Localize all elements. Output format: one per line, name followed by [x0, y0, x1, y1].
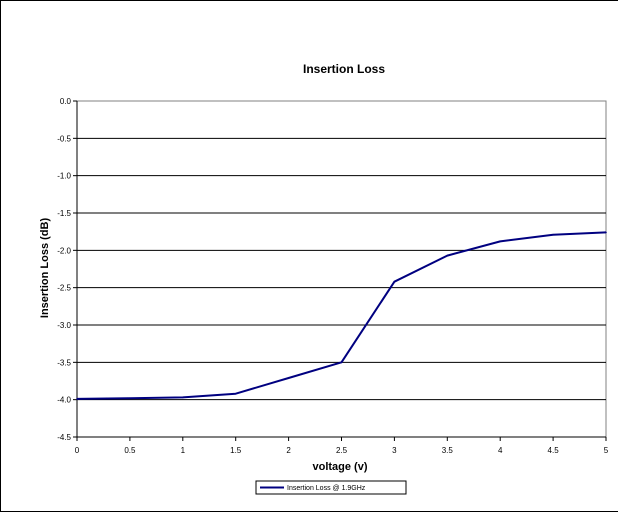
legend-label: Insertion Loss @ 1.9GHz — [287, 485, 366, 492]
y-tick-label: -1.5 — [57, 209, 71, 218]
y-tick-label: -2.5 — [57, 284, 71, 293]
x-tick-label: 0 — [75, 446, 80, 455]
x-tick-label: 4 — [498, 446, 503, 455]
data-point — [499, 240, 502, 243]
y-tick-label: -1.0 — [57, 172, 71, 181]
legend: Insertion Loss @ 1.9GHz — [255, 480, 407, 495]
data-point — [234, 392, 237, 395]
y-tick-label: -0.5 — [57, 134, 71, 143]
x-tick-label: 2.5 — [336, 446, 348, 455]
data-point — [552, 233, 554, 236]
y-tick-label: -3.5 — [57, 358, 71, 367]
x-axis-title: voltage (v) — [312, 461, 367, 473]
plot-border — [76, 100, 607, 438]
chart-title: Insertion Loss — [303, 62, 385, 76]
data-point — [605, 231, 607, 234]
y-tick-label: -3.0 — [57, 321, 71, 330]
x-tick-label: 2 — [286, 446, 291, 455]
data-point — [287, 377, 290, 379]
y-axis-title: Insertion Loss (dB) — [39, 218, 51, 319]
x-tick-label: 4.5 — [548, 446, 560, 455]
y-tick-label: -2.0 — [57, 246, 71, 255]
x-tick-label: 1.5 — [230, 446, 242, 455]
legend-box — [255, 480, 407, 495]
plot-area: 0.0 -0.5 -1.0 -1.5 -2.0 -2.5 -3.0 -3.5 -4.0 -4.5 0… — [57, 97, 609, 455]
x-tick-label: 0.5 — [124, 446, 136, 455]
y-tick-label: -4.0 — [57, 396, 71, 405]
x-tick-label: 5 — [604, 446, 609, 455]
y-tick-label: -4.5 — [57, 433, 71, 442]
x-tick-label: 3 — [392, 446, 397, 455]
x-tick-label: 1 — [181, 446, 186, 455]
data-point — [393, 280, 396, 283]
x-tick-label: 3.5 — [442, 446, 454, 455]
data-point — [76, 398, 78, 400]
y-tick-label: 0.0 — [60, 97, 72, 106]
data-point — [340, 361, 343, 364]
data-point — [182, 396, 184, 399]
data-point — [129, 397, 131, 399]
data-point — [446, 254, 449, 257]
